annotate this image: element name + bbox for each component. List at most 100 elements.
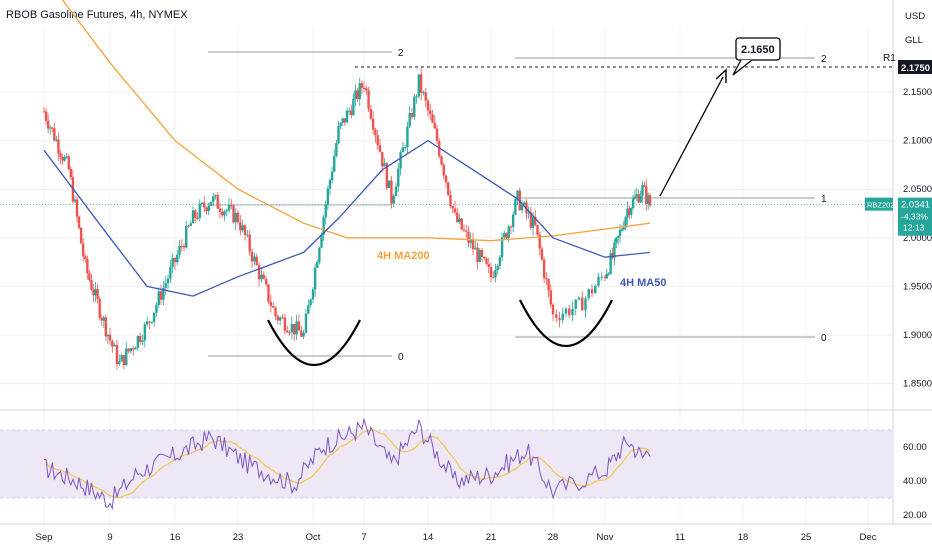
candle	[516, 190, 519, 199]
candle	[365, 88, 368, 91]
candle	[542, 259, 546, 279]
candle	[492, 277, 495, 279]
candle	[207, 205, 210, 212]
fib-label-right: 0	[821, 333, 827, 344]
candle	[545, 278, 548, 280]
price-tick-label: 2.1000	[903, 136, 932, 147]
time-tick-label: Sep	[36, 532, 53, 543]
candle	[63, 157, 66, 161]
candle	[383, 163, 386, 167]
currency-button-gll[interactable]: GLL	[905, 35, 923, 46]
candle	[122, 355, 126, 365]
candle	[381, 152, 384, 167]
candle	[435, 128, 439, 142]
time-tick-label: Nov	[597, 532, 614, 543]
candle	[574, 299, 577, 309]
candle	[471, 239, 475, 250]
candle	[406, 126, 409, 148]
candle	[555, 314, 558, 318]
candle	[48, 127, 52, 129]
target-callout-label: 2.1650	[741, 44, 775, 56]
candle	[239, 222, 242, 231]
candle	[278, 317, 282, 321]
candle	[403, 147, 407, 149]
candle	[134, 347, 137, 350]
candle	[358, 83, 361, 100]
candle	[413, 96, 416, 118]
time-tick-label: Dec	[860, 532, 877, 543]
candle	[304, 313, 308, 333]
candle	[106, 334, 110, 337]
candle	[600, 276, 603, 278]
candle	[330, 171, 334, 181]
candle	[324, 204, 327, 218]
candle	[462, 229, 466, 231]
candle	[415, 96, 418, 98]
candle	[505, 233, 508, 238]
candle	[189, 223, 192, 226]
candle	[269, 301, 273, 307]
candle	[540, 248, 544, 260]
candle	[115, 345, 119, 365]
candle	[225, 210, 228, 212]
price-tick-label: 2.1500	[903, 87, 932, 98]
candle	[84, 256, 87, 259]
candle	[503, 233, 506, 238]
time-tick-label: 9	[107, 532, 112, 543]
resistance-price-value: 2.1750	[901, 63, 930, 74]
currency-button-usd[interactable]: USD	[905, 11, 925, 22]
candle	[212, 196, 215, 202]
candle	[458, 218, 461, 222]
target-arrow-shaft	[659, 76, 724, 197]
candle	[209, 201, 213, 206]
candle	[218, 208, 222, 212]
candle	[182, 246, 186, 248]
candle	[385, 163, 389, 188]
candle	[166, 278, 170, 284]
candle	[200, 202, 204, 204]
ma200-label: 4H MA200	[377, 250, 430, 262]
candle	[326, 188, 330, 205]
candle	[59, 153, 62, 157]
candle	[108, 334, 112, 341]
candle	[345, 110, 349, 123]
candle	[620, 229, 624, 231]
candle	[288, 332, 291, 334]
candle	[155, 304, 158, 313]
candle	[164, 283, 167, 288]
rsi-tick-label: 40.00	[903, 476, 927, 487]
candle	[460, 218, 463, 230]
candle	[260, 274, 263, 280]
candle	[646, 195, 650, 204]
candle	[159, 291, 163, 300]
candle	[438, 141, 441, 157]
candle	[328, 180, 332, 189]
candle	[387, 180, 391, 188]
resistance-label: R1	[883, 53, 896, 64]
candle	[376, 135, 379, 146]
candle	[185, 225, 188, 248]
candle	[230, 205, 233, 207]
candle	[641, 185, 644, 196]
candle	[143, 324, 147, 341]
candle	[88, 273, 91, 280]
candle	[549, 290, 552, 305]
candle	[615, 237, 618, 243]
candle	[558, 317, 561, 321]
candle	[369, 108, 373, 119]
time-tick-label: 25	[801, 532, 812, 543]
candle	[257, 265, 261, 280]
candle	[474, 247, 477, 250]
candle	[618, 229, 622, 236]
candle	[241, 225, 244, 231]
candle	[162, 287, 165, 300]
candle	[645, 186, 648, 204]
candle	[307, 305, 310, 314]
candle	[581, 297, 584, 311]
price-tick-label: 1.9500	[903, 281, 932, 292]
last-price-change: -4.33%	[901, 212, 928, 222]
candle	[205, 207, 208, 212]
candle	[498, 257, 502, 266]
candle	[568, 308, 571, 316]
